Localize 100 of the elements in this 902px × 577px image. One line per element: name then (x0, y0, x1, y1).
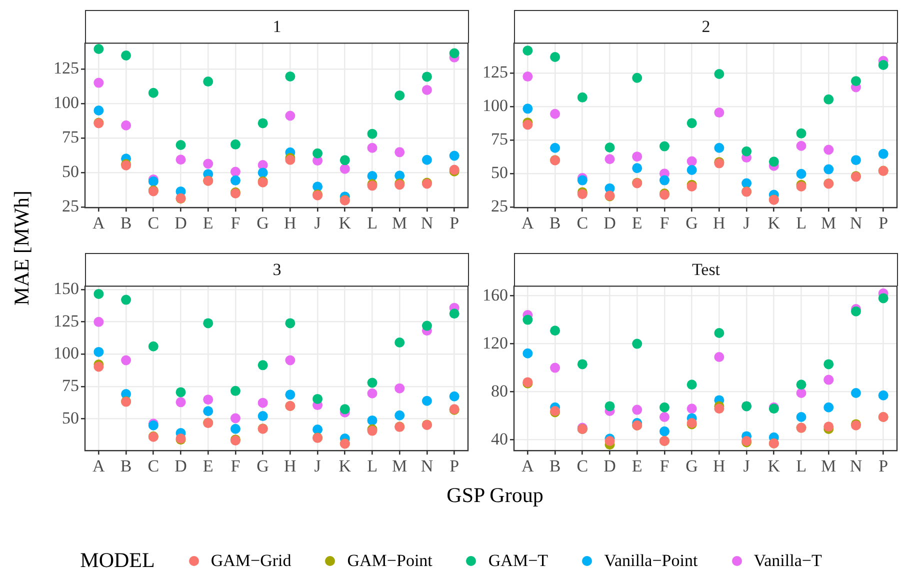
y-tick-label: 125 (54, 58, 79, 78)
legend-title: MODEL (80, 548, 155, 573)
y-tick-label: 75 (62, 127, 79, 146)
point (285, 318, 296, 328)
y-axis-title: MAE [MWh] (10, 190, 34, 306)
point (714, 142, 724, 153)
point (285, 355, 296, 366)
x-tick-label: H (713, 213, 726, 232)
point (176, 140, 186, 150)
point (394, 383, 405, 394)
point (94, 44, 104, 54)
x-tick-label: G (256, 456, 269, 476)
x-tick-label: E (632, 213, 642, 232)
point (422, 154, 432, 165)
point (824, 358, 834, 369)
point (203, 158, 214, 169)
point (824, 144, 834, 155)
point (878, 60, 888, 70)
x-tick-label: F (660, 213, 670, 232)
point (176, 387, 186, 398)
point (686, 156, 697, 166)
x-tick-label: B (120, 456, 132, 476)
point (577, 358, 588, 369)
y-tick-label: 75 (491, 129, 508, 148)
point (714, 352, 724, 362)
point (686, 379, 697, 390)
point (340, 164, 350, 174)
point (522, 348, 533, 358)
x-tick-label: N (850, 213, 862, 232)
point (176, 396, 186, 407)
point (148, 341, 158, 352)
point (258, 168, 268, 178)
point (94, 316, 104, 327)
x-tick-label: D (604, 213, 616, 232)
point (850, 154, 861, 165)
x-tick-label: B (120, 213, 132, 232)
point (449, 391, 460, 402)
point (686, 403, 697, 414)
x-tick-label: P (450, 213, 460, 232)
x-tick-label: H (284, 456, 296, 476)
x-tick-label: F (660, 456, 670, 476)
x-tick-label: C (148, 456, 160, 476)
point (742, 178, 752, 188)
point (285, 71, 296, 82)
x-tick-label: N (850, 456, 862, 476)
point (604, 142, 615, 152)
x-tick-label: J (314, 213, 322, 232)
point (203, 394, 214, 404)
point (796, 388, 806, 398)
point (522, 103, 533, 114)
point (258, 118, 268, 128)
x-tick-label: M (392, 456, 408, 476)
point (632, 151, 642, 162)
point (824, 94, 834, 104)
point (422, 84, 432, 95)
x-tick-label: F (230, 456, 240, 476)
y-tick-label: 120 (482, 333, 508, 352)
point (121, 294, 132, 305)
point (148, 88, 158, 98)
point (824, 421, 834, 432)
point (522, 71, 533, 82)
point (632, 404, 642, 415)
x-tick-label: G (686, 456, 698, 476)
x-tick-label: D (174, 213, 187, 232)
x-tick-label: J (743, 213, 750, 232)
x-tick-label: A (522, 213, 535, 232)
y-tick-label: 100 (482, 96, 508, 115)
point (659, 412, 670, 422)
point (367, 388, 378, 398)
x-tick-label: G (256, 213, 269, 232)
point (94, 105, 104, 116)
point (550, 362, 560, 373)
point (659, 175, 670, 186)
point (203, 76, 214, 86)
point (340, 404, 350, 414)
x-tick-label: K (768, 213, 781, 232)
x-tick-label: G (686, 213, 698, 232)
y-tick-label: 160 (482, 285, 508, 304)
chart-title: 2 (514, 10, 898, 43)
point (796, 379, 806, 390)
point (850, 306, 861, 316)
y-tick-label: 25 (62, 196, 79, 216)
y-tick-label: 50 (62, 408, 79, 428)
x-tick-label: M (821, 213, 836, 232)
x-tick-label: E (632, 456, 642, 476)
point (94, 346, 104, 357)
point (230, 413, 240, 424)
x-tick-label: L (796, 456, 806, 476)
point (522, 45, 533, 56)
point (659, 141, 670, 152)
y-tick-label: 125 (482, 62, 508, 82)
legend-label: Vanilla−Point (604, 550, 698, 570)
point (258, 410, 268, 421)
x-tick-label: A (92, 456, 106, 476)
y-tick-label: 75 (62, 376, 79, 395)
x-tick-label: B (549, 456, 561, 476)
x-tick-label: L (367, 456, 378, 476)
point (258, 360, 268, 370)
x-tick-label: P (878, 213, 888, 232)
y-tick-label: 40 (491, 429, 508, 448)
